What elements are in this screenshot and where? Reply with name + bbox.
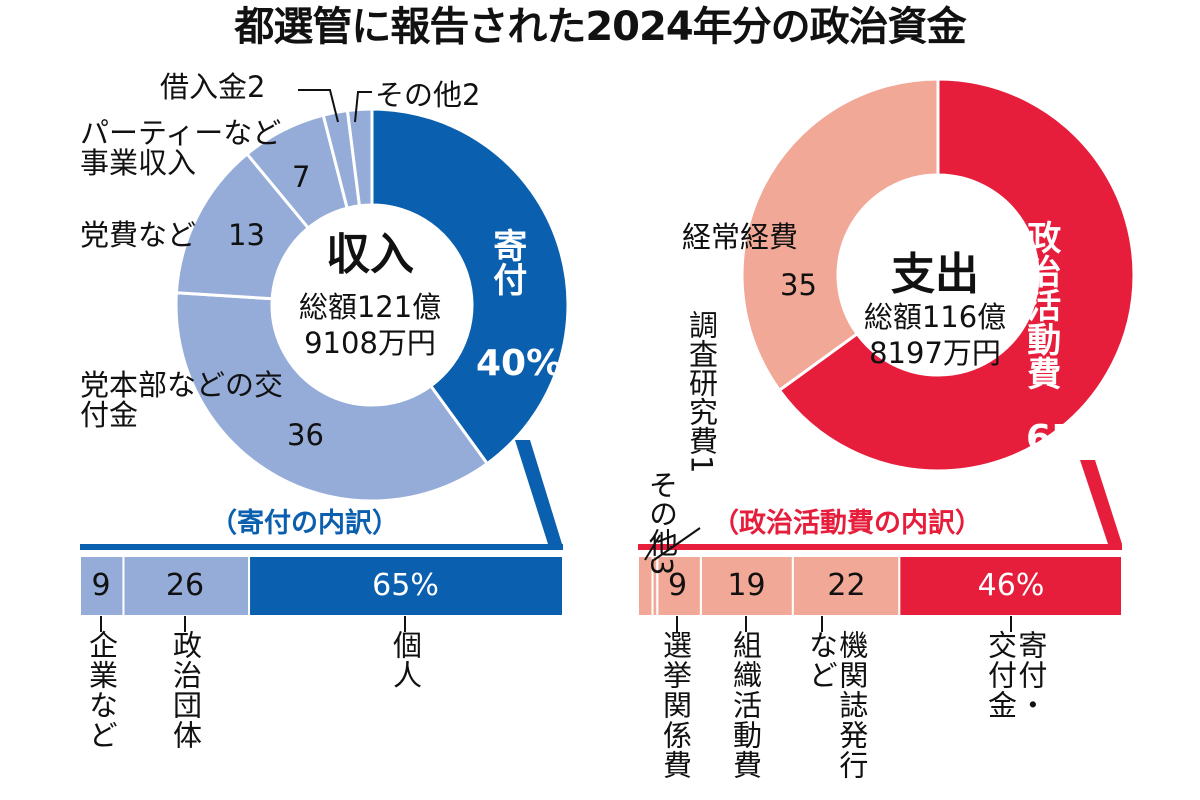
bar-label-publication: 機関誌発行など xyxy=(804,630,869,780)
slice-label-activity: 政治活動費 xyxy=(1020,220,1061,390)
slice-label-kifu: 寄付 xyxy=(486,228,527,296)
slice-label-loan: 借入金2 xyxy=(160,72,265,102)
expense-center-title: 支出 xyxy=(891,249,979,300)
slice-value-party: 7 xyxy=(292,160,311,194)
bar-label-other: その他3 xyxy=(644,470,679,576)
slice-label-honbu: 党本部などの交付金 xyxy=(80,368,284,433)
bar-value-donation-grant: 46% xyxy=(977,568,1045,603)
other-label: その他 xyxy=(375,78,463,112)
slice-value-activity: 65% xyxy=(1026,418,1113,459)
bar-label-organization: 組織活動費 xyxy=(728,630,763,780)
other-exp-label: その他 xyxy=(644,470,679,557)
bar-label-election: 選挙関係費 xyxy=(658,630,693,780)
bar-value-company: 9 xyxy=(91,568,111,603)
leader-loan xyxy=(298,89,339,123)
research-label: 調査研究費 xyxy=(684,310,719,455)
donation-connector xyxy=(515,440,562,544)
research-value: 1 xyxy=(684,455,719,474)
income-total-line2: 9108万円 xyxy=(304,326,436,360)
donation-bar-segment-2 xyxy=(248,555,565,617)
loan-label: 借入金 xyxy=(160,70,248,104)
donation-bar-segment-1 xyxy=(122,555,251,617)
slice-label-tohi: 党費など xyxy=(80,218,197,252)
expense-total-line2: 8197万円 xyxy=(869,336,1001,370)
bar-label-individual: 個人 xyxy=(388,630,423,690)
other-exp-value: 3 xyxy=(644,557,679,576)
bar-value-election: 9 xyxy=(667,568,688,603)
leader-research xyxy=(653,527,701,561)
income-slice-0 xyxy=(370,107,570,466)
income-total-line1: 総額121億 xyxy=(298,290,442,324)
bar-label-political-group: 政治団体 xyxy=(168,630,203,750)
slice-label-party: パーティーなど事業収入 xyxy=(80,116,282,181)
activity-bar-header-line xyxy=(638,544,1122,550)
bar-value-organization: 19 xyxy=(727,568,766,603)
bar-label-company: 企業など xyxy=(84,630,119,750)
bar-value-political-group: 26 xyxy=(165,568,205,603)
donation-bar-header-line xyxy=(80,544,563,550)
other-value: 2 xyxy=(462,78,481,112)
leader-other xyxy=(354,91,372,123)
bar-label-donation-grant: 寄付・交付金 xyxy=(983,630,1048,720)
slice-label-other: その他2 xyxy=(375,80,480,110)
expense-slice-0 xyxy=(777,77,1136,473)
leader-other-exp xyxy=(644,534,661,561)
activity-breakdown-title: （政治活動費の内訳） xyxy=(712,508,982,539)
slice-value-kifu: 40% xyxy=(476,343,563,384)
activity-bar-segment-5 xyxy=(898,555,1123,617)
slice-value-honbu: 36 xyxy=(287,418,324,452)
slice-label-ordinary: 経常経費 xyxy=(682,220,799,254)
expense-total-line1: 総額116億 xyxy=(863,300,1007,334)
income-center-title: 収入 xyxy=(326,229,414,280)
income-slice-1 xyxy=(174,291,490,503)
bar-value-individual: 65% xyxy=(372,568,439,603)
bar-value-publication: 22 xyxy=(827,568,866,603)
slice-value-tohi: 13 xyxy=(228,218,265,252)
donation-breakdown-title: （寄付の内訳） xyxy=(210,508,399,539)
loan-value: 2 xyxy=(247,70,266,104)
chart-title: 都選管に報告された2024年分の政治資金 xyxy=(234,4,966,50)
slice-value-ordinary: 35 xyxy=(780,268,817,302)
activity-connector xyxy=(1080,460,1122,544)
activity-bar-segment-2 xyxy=(656,555,702,617)
expense-slice-1 xyxy=(740,77,940,393)
bar-label-research: 調査研究費1 xyxy=(684,310,719,474)
